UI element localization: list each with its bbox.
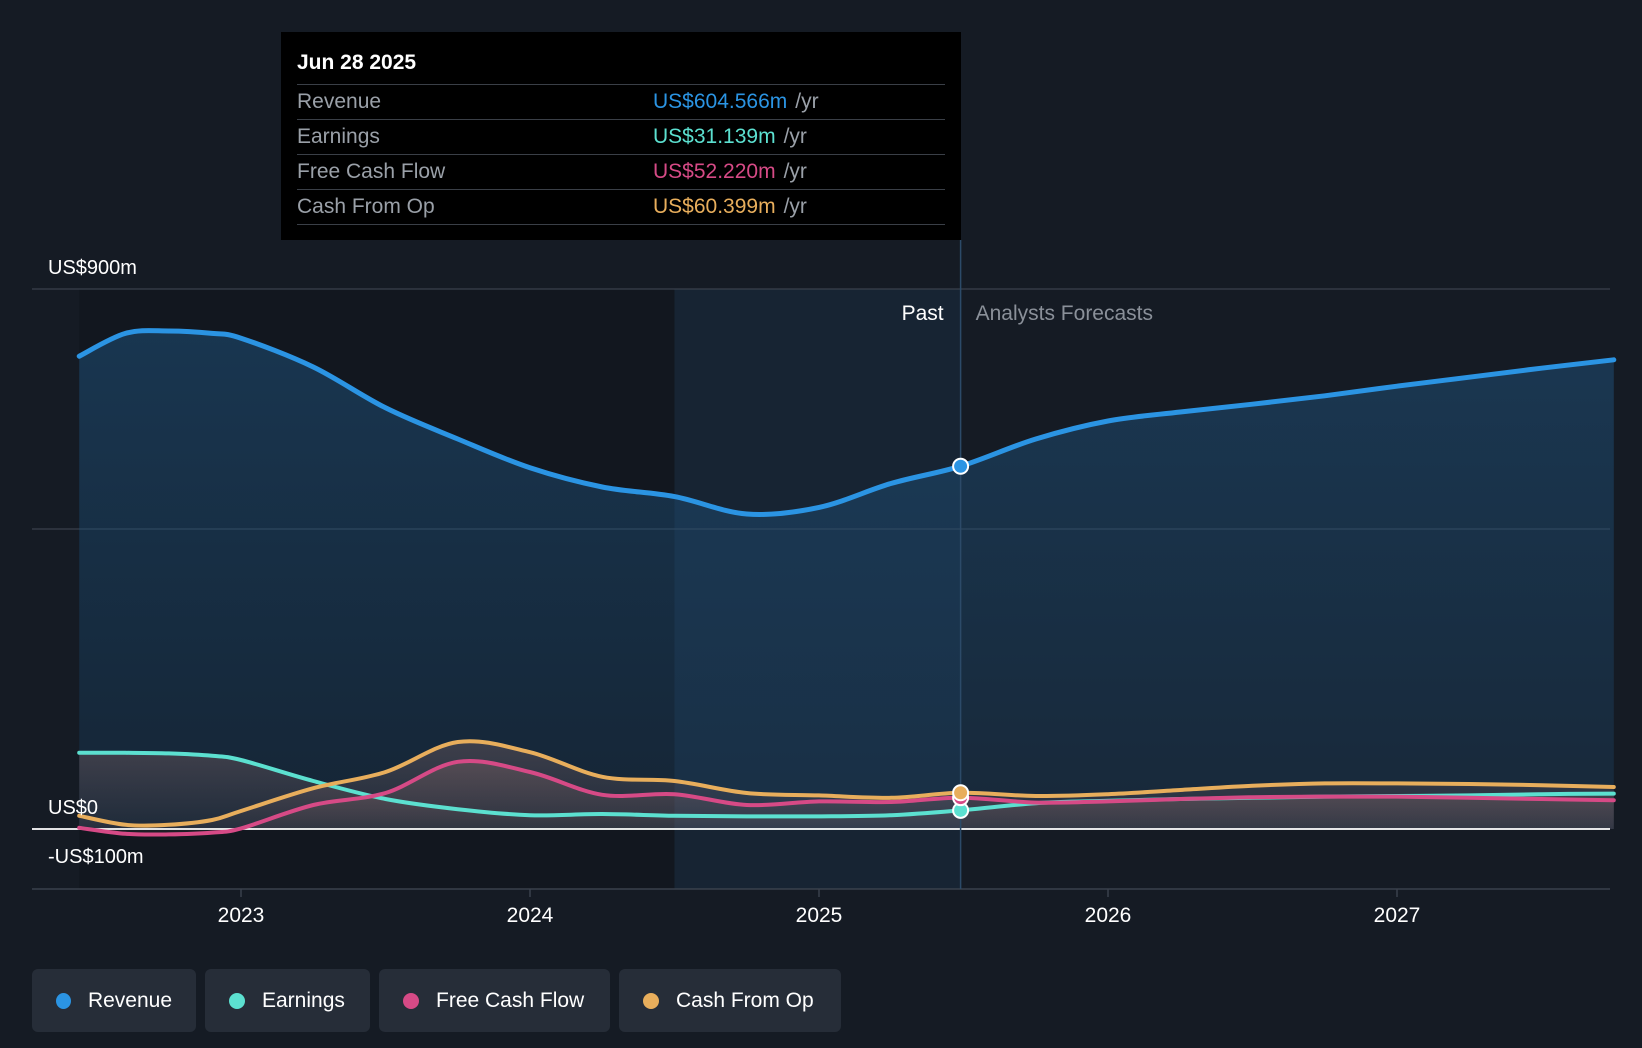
tooltip-row-earnings: Earnings US$31.139m /yr [297, 119, 945, 154]
cash-from-op-line [77, 739, 1616, 828]
legend-item-cash-from-op[interactable]: Cash From Op [619, 969, 841, 1032]
legend-dot-icon [229, 992, 245, 1009]
cash-from-op-marker [952, 784, 970, 802]
x-tick-label: 2023 [218, 904, 265, 927]
tooltip-row-cash-from-op: Cash From Op US$60.399m /yr [297, 189, 945, 225]
legend-label: Revenue [87, 988, 172, 1012]
tooltip-unit: /yr [783, 160, 807, 183]
tooltip-label: Earnings [297, 125, 380, 148]
tooltip-unit: /yr [783, 125, 807, 148]
legend-item-revenue[interactable]: Revenue [32, 969, 196, 1032]
legend-dot-icon [643, 992, 659, 1009]
tooltip-value: US$31.139m [653, 125, 776, 148]
revenue-marker [952, 457, 970, 475]
y-tick-label: US$900m [48, 257, 137, 279]
tooltip-label: Revenue [297, 90, 382, 113]
legend: Revenue Earnings Free Cash Flow Cash Fro… [32, 969, 841, 1032]
legend-label: Free Cash Flow [436, 988, 585, 1012]
legend-dot-icon [56, 992, 71, 1009]
tooltip-row-free-cash-flow: Free Cash Flow US$52.220m /yr [297, 154, 945, 189]
tooltip-value: US$52.220m [653, 160, 776, 183]
y-tick-label: -US$100m [48, 846, 144, 868]
y-tick-label: US$0 [48, 797, 98, 819]
tooltip-value: US$604.566m [653, 90, 788, 113]
legend-label: Cash From Op [676, 988, 814, 1012]
forecast-label: Analysts Forecasts [976, 302, 1153, 325]
tooltip-unit: /yr [783, 195, 807, 218]
tooltip-row-revenue: Revenue US$604.566m /yr [297, 84, 945, 119]
tooltip-label: Cash From Op [297, 195, 435, 218]
x-tick-label: 2025 [796, 904, 843, 927]
legend-label: Earnings [262, 988, 345, 1012]
tooltip-date: Jun 28 2025 [297, 51, 417, 74]
revenue-area [79, 330, 1614, 829]
tooltip: Jun 28 2025 Revenue US$604.566m /yr Earn… [281, 32, 961, 240]
tooltip-value: US$60.399m [653, 195, 776, 218]
legend-dot-icon [403, 992, 419, 1009]
legend-item-earnings[interactable]: Earnings [205, 969, 370, 1032]
past-label: Past [902, 302, 944, 325]
x-tick-label: 2027 [1374, 904, 1421, 927]
x-tick-label: 2024 [507, 904, 554, 927]
tooltip-label: Free Cash Flow [297, 160, 446, 183]
revenue-line [76, 328, 1617, 517]
tooltip-unit: /yr [795, 90, 819, 113]
x-tick-label: 2026 [1085, 904, 1132, 927]
legend-item-free-cash-flow[interactable]: Free Cash Flow [379, 969, 610, 1032]
free-cash-flow-line [77, 759, 1616, 837]
